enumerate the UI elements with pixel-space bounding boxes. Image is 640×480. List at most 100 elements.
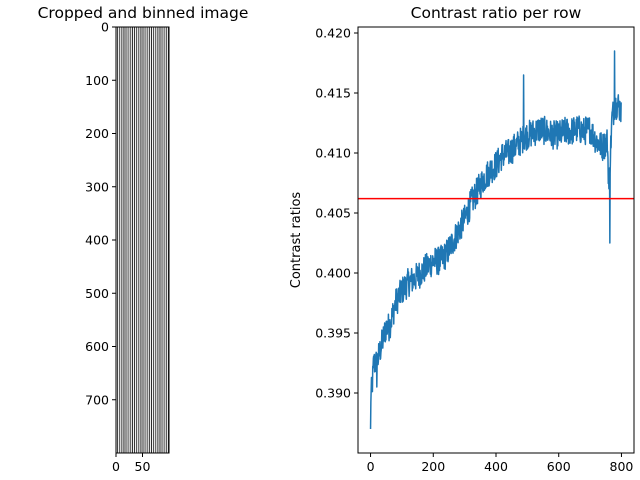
right-x-ticks: 0 200 400 600 800 (367, 453, 633, 474)
image-stripe (132, 27, 134, 453)
image-stripe (145, 27, 147, 453)
left-title: Cropped and binned image (38, 4, 249, 22)
image-stripe (147, 27, 149, 453)
image-stripe (119, 27, 121, 453)
image-stripe (125, 27, 127, 453)
image-stripe (127, 27, 129, 453)
image-stripe (136, 27, 137, 453)
image-stripe (135, 27, 137, 453)
image-stripe (153, 27, 155, 453)
right-y-label: Contrast ratios (289, 192, 304, 289)
image-stripe (162, 27, 164, 453)
left-y-tick-label: 0 (101, 20, 109, 35)
left-y-ticks: 0 100 200 300 400 500 600 700 (85, 20, 116, 407)
image-stripe (161, 27, 163, 453)
image-stripe (147, 27, 148, 453)
image-stripe (142, 27, 144, 453)
right-title: Contrast ratio per row (411, 4, 582, 22)
right-y-tick-label: 0.420 (315, 26, 351, 41)
image-stripe (167, 27, 169, 453)
image-stripe (144, 27, 145, 453)
left-image-panel: Cropped and binned image 0 100 200 300 400 50… (38, 4, 249, 474)
image-stripe (132, 27, 134, 453)
left-y-tick-label: 600 (85, 339, 109, 354)
image-stripe (158, 27, 160, 453)
right-y-tick-label: 0.395 (315, 326, 351, 341)
image-stripe (148, 27, 150, 453)
left-x-tick-label: 0 (112, 459, 120, 474)
right-x-tick-label: 400 (484, 459, 508, 474)
image-stripe (149, 27, 151, 453)
image-stripe (124, 27, 126, 453)
left-y-tick-label: 100 (85, 73, 109, 88)
image-stripe (139, 27, 140, 453)
image-stripe (123, 27, 125, 453)
image-stripe (131, 27, 132, 453)
right-y-ticks: 0.390 0.395 0.400 0.405 0.410 0.415 0.420 (315, 26, 358, 401)
image-stripe (116, 27, 118, 453)
image-stripe (163, 27, 165, 453)
left-y-tick-label: 400 (85, 233, 109, 248)
image-stripe (122, 27, 123, 453)
image-stripe (166, 27, 168, 453)
image-stripe (145, 27, 146, 453)
image-stripe (138, 27, 140, 453)
image-stripe (160, 27, 162, 453)
image-stripe (153, 27, 154, 453)
image-stripe (159, 27, 161, 453)
image-stripe (151, 27, 153, 453)
image-stripe (120, 27, 121, 453)
image-stripe (156, 27, 158, 453)
right-y-tick-label: 0.405 (315, 206, 351, 221)
image-stripe (119, 27, 120, 453)
right-x-tick-label: 600 (547, 459, 571, 474)
image-stripe (164, 27, 165, 453)
image-stripe (121, 27, 123, 453)
image-stripe (146, 27, 147, 453)
left-y-tick-label: 700 (85, 392, 109, 407)
image-stripe (158, 27, 159, 453)
image-stripe (117, 27, 119, 453)
right-x-tick-label: 0 (367, 459, 375, 474)
right-line-panel: Contrast ratio per row Contrast ratios 0… (289, 4, 635, 474)
left-y-tick-label: 200 (85, 126, 109, 141)
image-stripe (159, 27, 161, 453)
contrast-ratio-line (369, 50, 622, 430)
image-stripe (137, 27, 138, 453)
image-stripe (141, 27, 143, 453)
right-y-tick-label: 0.410 (315, 146, 351, 161)
image-stripe (136, 27, 138, 453)
image-stripe (149, 27, 150, 453)
image-stripe (152, 27, 153, 453)
image-stripe (144, 27, 146, 453)
image-stripe (118, 27, 120, 453)
image-stripe (148, 27, 149, 453)
image-stripe (125, 27, 126, 453)
image-stripe (126, 27, 127, 453)
image-stripe (134, 27, 135, 453)
right-y-tick-label: 0.390 (315, 386, 351, 401)
image-stripe (130, 27, 131, 453)
image-stripe (126, 27, 128, 453)
image-stripe (139, 27, 141, 453)
image-stripe (134, 27, 136, 453)
image-stripe (140, 27, 141, 453)
image-stripe (167, 27, 168, 453)
right-x-tick-label: 200 (421, 459, 445, 474)
image-stripe (150, 27, 152, 453)
image-stripes (116, 27, 170, 453)
image-stripe (165, 27, 167, 453)
image-stripe (128, 27, 130, 453)
image-stripe (135, 27, 136, 453)
image-stripe (143, 27, 144, 453)
image-stripe (133, 27, 135, 453)
image-stripe (162, 27, 163, 453)
left-y-tick-label: 500 (85, 286, 109, 301)
image-stripe (157, 27, 159, 453)
image-stripe (131, 27, 133, 453)
image-stripe (143, 27, 145, 453)
right-y-tick-label: 0.415 (315, 86, 351, 101)
image-stripe (138, 27, 139, 453)
left-y-tick-label: 300 (85, 179, 109, 194)
